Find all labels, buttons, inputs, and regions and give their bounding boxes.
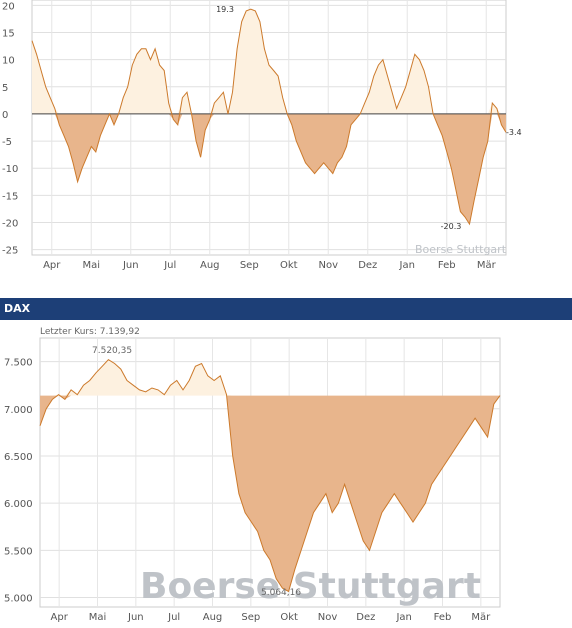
y-tick-label: 6.000: [4, 499, 33, 510]
x-tick-label: Dez: [356, 612, 375, 623]
max-label: 7.520,35: [92, 346, 132, 356]
x-tick-label: Nov: [318, 612, 338, 623]
chart-title: DAX: [4, 302, 31, 315]
x-tick-label: Apr: [43, 260, 61, 271]
x-axis-ticks: Apr Mai Jun Jul Aug Sep Okt Nov Dez Jan Feb Mär: [43, 260, 496, 271]
plot-frame: [39, 337, 501, 608]
y-tick-label: 7.500: [4, 358, 33, 369]
performance-chart: 20 15 10 5 0 -5 -10 -15 -20 -25 Apr Mai Jun Jul Aug Se…: [2, 0, 522, 271]
x-tick-label: Apr: [51, 612, 69, 623]
x-tick-label: Jul: [167, 612, 180, 623]
x-tick-label: Mär: [477, 260, 497, 271]
y-tick-label: 5.000: [4, 594, 33, 605]
positive-area: [40, 359, 500, 396]
watermark: Boerse Stuttgart: [140, 566, 481, 607]
negative-area: [32, 113, 506, 225]
y-tick-label: -10: [2, 164, 18, 175]
dax-header: DAX: [0, 298, 572, 320]
x-tick-label: Sep: [241, 612, 260, 623]
min-label: -20.3: [441, 222, 462, 231]
x-axis-ticks: Apr Mai Jun Jul Aug Sep Okt Nov Dez Jan Feb Mär: [51, 612, 492, 623]
x-tick-label: Okt: [280, 260, 298, 271]
y-tick-label: 5.500: [4, 546, 33, 557]
max-label: 19.3: [216, 5, 234, 14]
negative-area: [40, 395, 500, 592]
series-line: [39, 359, 501, 593]
x-tick-label: Mai: [89, 612, 107, 623]
x-tick-label: Jan: [395, 612, 411, 623]
dax-chart: 7.500 7.000 6.500 6.000 5.500 5.000 Apr Mai Jun…: [4, 327, 501, 623]
y-tick-label: 5: [2, 83, 8, 94]
y-tick-label: -5: [2, 137, 12, 148]
y-tick-label: 7.000: [4, 405, 33, 416]
y-tick-label: -15: [2, 191, 18, 202]
y-tick-label: -25: [2, 246, 18, 257]
x-tick-label: Aug: [200, 260, 220, 271]
x-tick-label: Nov: [318, 260, 338, 271]
y-axis-ticks: 7.500 7.000 6.500 6.000 5.500 5.000: [4, 358, 33, 605]
last-label: -3.4: [506, 128, 522, 137]
watermark: Boerse Stuttgart: [415, 243, 507, 256]
x-tick-label: Mär: [471, 612, 491, 623]
y-axis-ticks: 20 15 10 5 0 -5 -10 -15 -20 -25: [2, 1, 18, 256]
x-tick-label: Feb: [438, 260, 456, 271]
last-price-label: Letzter Kurs: 7.139,92: [40, 327, 140, 337]
y-tick-label: 10: [2, 56, 15, 67]
x-tick-label: Sep: [240, 260, 259, 271]
y-tick-label: 6.500: [4, 452, 33, 463]
x-tick-label: Jun: [127, 612, 144, 623]
x-tick-label: Feb: [434, 612, 452, 623]
x-tick-label: Okt: [280, 612, 298, 623]
y-tick-label: 15: [2, 29, 15, 40]
y-tick-label: -20: [2, 218, 18, 229]
series-line: [31, 8, 507, 226]
x-tick-label: Dez: [358, 260, 377, 271]
y-tick-label: 20: [2, 1, 15, 12]
x-tick-label: Aug: [203, 612, 223, 623]
min-label: 5.064,16: [261, 588, 301, 598]
y-tick-label: 0: [2, 110, 8, 121]
x-tick-label: Jul: [163, 260, 176, 271]
x-tick-label: Jun: [122, 260, 139, 271]
positive-area: [32, 9, 506, 114]
x-tick-label: Mai: [82, 260, 100, 271]
x-tick-label: Jan: [399, 260, 415, 271]
